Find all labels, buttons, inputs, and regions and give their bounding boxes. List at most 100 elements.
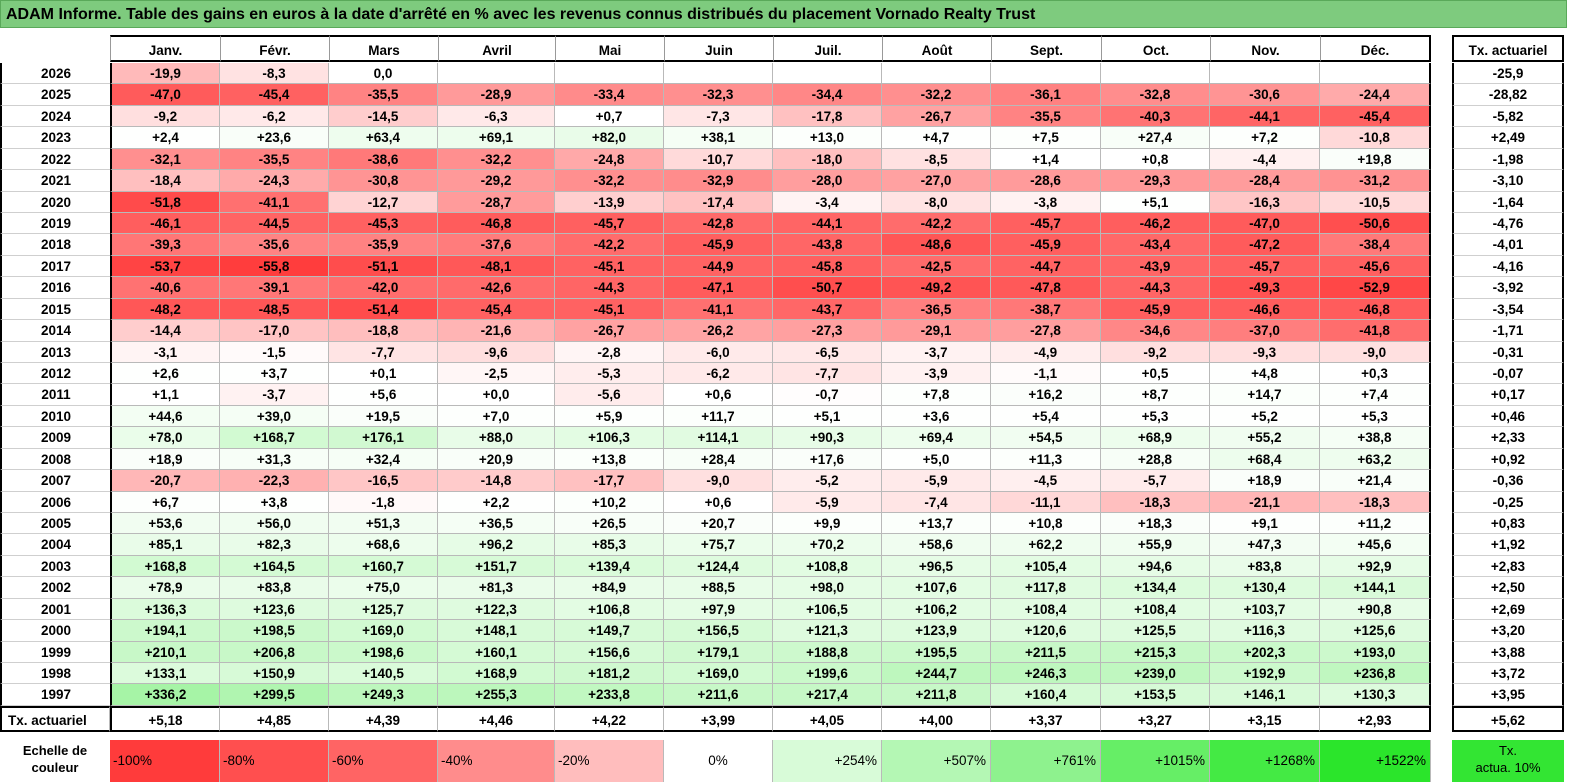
actuarial-cell: -1,71 <box>1452 320 1564 342</box>
table-cell: -4,5 <box>991 470 1101 492</box>
table-cell: -7,4 <box>882 491 991 514</box>
table-cell: +20,9 <box>438 448 555 471</box>
table-cell: -35,5 <box>329 84 438 106</box>
table-cell: +168,9 <box>438 663 555 685</box>
table-cell: -44,5 <box>220 213 329 235</box>
table-cell: +11,2 <box>1320 513 1431 535</box>
table-cell: +244,7 <box>882 663 991 685</box>
table-cell: -28,9 <box>438 84 555 106</box>
table-cell: +19,8 <box>1320 148 1431 171</box>
footer-cell: +3,15 <box>1210 705 1320 732</box>
table-cell: -9,0 <box>1320 341 1431 363</box>
table-cell: -38,6 <box>329 148 438 171</box>
table-cell: +1,4 <box>991 148 1101 171</box>
actuarial-cell: +3,72 <box>1452 663 1564 685</box>
table-cell <box>991 63 1101 85</box>
table-cell: +55,2 <box>1210 427 1320 449</box>
table-cell: -51,4 <box>329 298 438 321</box>
table-cell: +19,5 <box>329 405 438 428</box>
table-cell: +211,8 <box>882 684 991 706</box>
table-cell: +44,6 <box>110 405 220 428</box>
table-cell: +211,6 <box>664 684 773 706</box>
table-cell: -3,7 <box>882 341 991 363</box>
month-header: Sept. <box>991 35 1101 62</box>
month-header: Déc. <box>1320 35 1431 62</box>
month-header: Avril <box>438 35 555 62</box>
table-cell: -5,3 <box>555 363 664 385</box>
table-cell: -31,2 <box>1320 170 1431 192</box>
table-cell: +0,5 <box>1101 363 1210 385</box>
table-cell: -6,3 <box>438 105 555 128</box>
table-cell: -42,0 <box>329 277 438 299</box>
table-cell: -28,6 <box>991 170 1101 192</box>
table-cell: +130,4 <box>1210 577 1320 599</box>
table-cell: -14,5 <box>329 105 438 128</box>
table-cell: +139,4 <box>555 555 664 578</box>
table-cell: -44,3 <box>555 277 664 299</box>
table-cell: -35,9 <box>329 234 438 256</box>
table-cell: +233,8 <box>555 684 664 706</box>
table-cell: -7,3 <box>664 105 773 128</box>
table-cell: -5,7 <box>1101 470 1210 492</box>
table-cell: -21,6 <box>438 320 555 342</box>
actuarial-cell: +0,17 <box>1452 384 1564 406</box>
table-cell: -28,0 <box>773 170 882 192</box>
table-cell: -33,4 <box>555 84 664 106</box>
actuarial-cell: +2,50 <box>1452 577 1564 599</box>
scale-swatch: -100% <box>110 740 220 782</box>
table-cell: +36,5 <box>438 513 555 535</box>
year-label: 2014 <box>0 320 110 342</box>
year-label: 2004 <box>0 534 110 556</box>
actuarial-cell: +3,20 <box>1452 620 1564 642</box>
table-cell: -8,0 <box>882 191 991 213</box>
table-cell: +4,7 <box>882 127 991 149</box>
table-cell: +26,5 <box>555 513 664 535</box>
year-label: 2013 <box>0 341 110 363</box>
table-cell: +108,8 <box>773 555 882 578</box>
footer-cell: +4,46 <box>438 705 555 732</box>
table-cell: +122,3 <box>438 598 555 621</box>
table-cell: +7,5 <box>991 127 1101 149</box>
table-cell: -3,1 <box>110 341 220 363</box>
table-cell <box>773 63 882 85</box>
footer-actuarial: +5,62 <box>1452 705 1564 732</box>
table-cell: +69,1 <box>438 127 555 149</box>
table-cell: -45,9 <box>991 234 1101 256</box>
table-cell: -5,6 <box>555 384 664 406</box>
table-cell: +0,6 <box>664 491 773 514</box>
year-label: 2017 <box>0 255 110 278</box>
year-label: 2020 <box>0 191 110 213</box>
actuarial-cell: +3,95 <box>1452 684 1564 706</box>
table-cell: -45,3 <box>329 213 438 235</box>
table-cell: +0,1 <box>329 363 438 385</box>
actuarial-cell: -0,07 <box>1452 363 1564 385</box>
table-cell: +144,1 <box>1320 577 1431 599</box>
table-cell: +21,4 <box>1320 470 1431 492</box>
year-label: 2011 <box>0 384 110 406</box>
table-cell: +54,5 <box>991 427 1101 449</box>
table-cell: -46,1 <box>110 213 220 235</box>
scale-label-line2: couleur <box>31 760 79 775</box>
year-label: 2008 <box>0 448 110 471</box>
actuarial-cell: -0,31 <box>1452 341 1564 363</box>
table-cell: +151,7 <box>438 555 555 578</box>
footer-cell: +4,39 <box>329 705 438 732</box>
table-cell: +336,2 <box>110 684 220 706</box>
year-label: 2024 <box>0 105 110 128</box>
actuarial-cell: -4,01 <box>1452 234 1564 256</box>
table-cell: +82,3 <box>220 534 329 556</box>
table-cell: -1,1 <box>991 363 1101 385</box>
footer-cell: +3,99 <box>664 705 773 732</box>
table-cell: -20,7 <box>110 470 220 492</box>
table-cell: -9,2 <box>110 105 220 128</box>
table-cell: -18,4 <box>110 170 220 192</box>
table-cell: -11,1 <box>991 491 1101 514</box>
table-cell: +217,4 <box>773 684 882 706</box>
table-cell: -16,3 <box>1210 191 1320 213</box>
table-cell: -44,3 <box>1101 277 1210 299</box>
year-label: 2006 <box>0 491 110 514</box>
year-label: 2018 <box>0 234 110 256</box>
table-cell: -51,8 <box>110 191 220 213</box>
table-cell: -41,1 <box>664 298 773 321</box>
table-cell: -42,8 <box>664 213 773 235</box>
